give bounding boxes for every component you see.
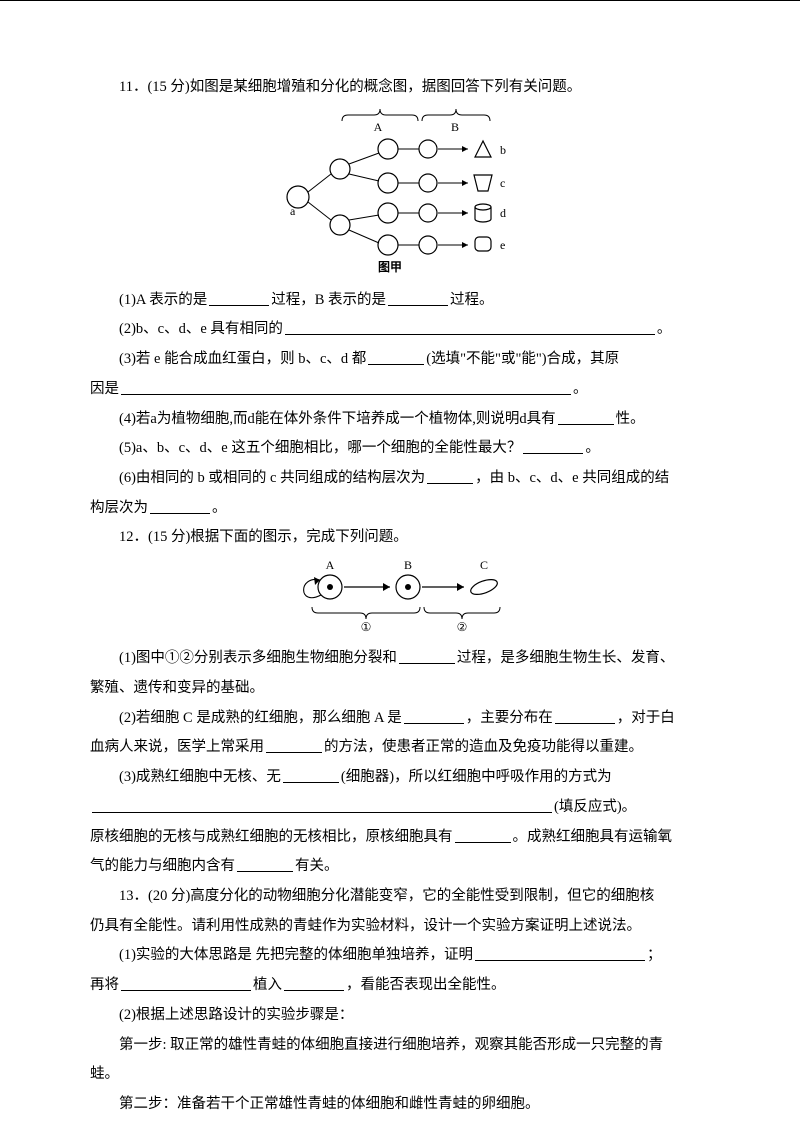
q11-p2: (2)b、c、d、e 具有相同的 。 [90, 315, 710, 345]
q12-B: B [404, 558, 412, 572]
q11-p4a: (4)若a为植物细胞,而d能在体外条件下培养成一个植物体,则说明d具有 [119, 411, 556, 427]
q11-p3: (3)若 e 能合成血红蛋白，则 b、c、d 都 (选填"不能"或"能")合成，其… [90, 345, 710, 375]
blank [455, 826, 511, 843]
q11-p2end: 。 [657, 321, 672, 337]
q13-p1end: ； [647, 947, 662, 963]
q11-p5: (5)a、b、c、d、e 这五个细胞相比，哪一个细胞的全能性最大？ 。 [90, 434, 710, 464]
blank [285, 319, 655, 336]
blank [558, 408, 614, 425]
brace-B: B [451, 120, 459, 134]
node-a-label: a [290, 204, 296, 218]
blank [523, 437, 583, 454]
q12-p3: (3)成熟红细胞中无核、无 (细胞器)，所以红细胞中呼吸作用的方式为 [90, 763, 710, 793]
blank [368, 348, 424, 365]
q13-stem-a: 13．(20 分)高度分化的动物细胞分化潜能变窄，它的全能性受到限制，但它的细胞… [90, 882, 710, 912]
q13-step2: 第二步：准备若干个正常雄性青蛙的体细胞和雌性青蛙的卵细胞。 [90, 1090, 710, 1120]
q13-p2: (2)根据上述思路设计的实验步骤是： [90, 1001, 710, 1031]
q11-p4b: 性。 [616, 411, 645, 427]
q12-p1-line2: 繁殖、遗传和变异的基础。 [90, 674, 710, 704]
q13-step1a: 第一步: 取正常的雄性青蛙的体细胞直接进行细胞培养，观察其能否形成一只完整的青 [90, 1031, 710, 1061]
q11-p1a: (1)A 表示的是 [119, 292, 207, 308]
blank [209, 289, 269, 306]
q12-A: A [326, 558, 335, 572]
q13-step1b: 蛙。 [90, 1060, 710, 1090]
q12-p2-line2b: 的方法，使患者正常的造血及免疫功能得以重建。 [324, 739, 643, 755]
q12-p3-line4a: 气的能力与细胞内含有 [90, 858, 235, 874]
q13-stem-b: 仍具有全能性。请利用性成熟的青蛙作为实验材料，设计一个实验方案证明上述说法。 [90, 912, 710, 942]
q11-p6-line2end: 。 [212, 500, 227, 516]
q11-p6-line2a: 构层次为 [90, 500, 148, 516]
q12-p1b: 过程，是多细胞生物生长、发育、 [457, 650, 675, 666]
blank [404, 707, 464, 724]
q12-p2b: ，主要分布在 [466, 710, 553, 726]
label-d: d [500, 206, 506, 220]
q12-p2-line2a: 血病人来说，医学上常采用 [90, 739, 264, 755]
q13-p1-line2a: 再将 [90, 977, 119, 993]
q12-p2a: (2)若细胞 C 是成熟的红细胞，那么细胞 A 是 [119, 710, 402, 726]
q11-p6: (6)由相同的 b 或相同的 c 共同组成的结构层次为 ，由 b、c、d、e 共同… [90, 464, 710, 494]
blank [121, 974, 251, 991]
q12-p2c: ，对于白 [617, 710, 675, 726]
label-e: e [500, 238, 505, 252]
blank [266, 736, 322, 753]
blank [237, 855, 293, 872]
label-c: c [500, 176, 505, 190]
blank [284, 974, 344, 991]
q12-p3-line2end: (填反应式)。 [554, 799, 636, 815]
q12-p3b: (细胞器)，所以红细胞中呼吸作用的方式为 [341, 769, 612, 785]
q11-p6b: ，由 b、c、d、e 共同组成的结 [475, 470, 669, 486]
q13-p1-line2: 再将 植入 ，看能否表现出全能性。 [90, 971, 710, 1001]
q11-p3-line2: 因是 。 [90, 375, 710, 405]
q12-p1a: (1)图中①②分别表示多细胞生物细胞分裂和 [119, 650, 397, 666]
q13-p1: (1)实验的大体思路是 先把完整的体细胞单独培养，证明 ； [90, 941, 710, 971]
q11-p1: (1)A 表示的是 过程，B 表示的是 过程。 [90, 286, 710, 316]
q12-p3-line3b: 。成熟红细胞具有运输氧 [513, 829, 673, 845]
q12-p3a: (3)成熟红细胞中无核、无 [119, 769, 281, 785]
blank [555, 707, 615, 724]
q12-p2-label: ② [457, 620, 468, 634]
q12-diagram: A B C ① ② [90, 557, 710, 640]
q11-diagram: A B a [90, 107, 710, 282]
q11-p3-line2a: 因是 [90, 381, 119, 397]
q11-p5a: (5)a、b、c、d、e 这五个细胞相比，哪一个细胞的全能性最大？ [119, 440, 521, 456]
q12-p2-line2: 血病人来说，医学上常采用 的方法，使患者正常的造血及免疫功能得以重建。 [90, 733, 710, 763]
q11-stem: 11．(15 分)如图是某细胞增殖和分化的概念图，据图回答下列有关问题。 [90, 73, 710, 103]
blank [399, 647, 455, 664]
q11-p3-line2end: 。 [573, 381, 588, 397]
label-b: b [500, 143, 506, 157]
blank [388, 289, 448, 306]
q12-p3-line4b: 有关。 [295, 858, 339, 874]
blank [283, 766, 339, 783]
q11-p6-line2: 构层次为 。 [90, 494, 710, 524]
q13-p1-line2c: ，看能否表现出全能性。 [346, 977, 506, 993]
q12-p3-line3a: 原核细胞的无核与成熟红细胞的无核相比，原核细胞具有 [90, 829, 453, 845]
q11-p1b: 过程，B 表示的是 [271, 292, 386, 308]
q12-C: C [480, 558, 488, 572]
q13-p1-line2b: 植入 [253, 977, 282, 993]
q11-p6a: (6)由相同的 b 或相同的 c 共同组成的结构层次为 [119, 470, 425, 486]
brace-A: A [374, 120, 383, 134]
blank [427, 467, 473, 484]
q11-p4: (4)若a为植物细胞,而d能在体外条件下培养成一个植物体,则说明d具有 性。 [90, 405, 710, 435]
q11-caption: 图甲 [378, 260, 402, 274]
q11-p5end: 。 [585, 440, 600, 456]
q13-p1a: (1)实验的大体思路是 先把完整的体细胞单独培养，证明 [119, 947, 473, 963]
q11-p1c: 过程。 [450, 292, 494, 308]
q11-p3a: (3)若 e 能合成血红蛋白，则 b、c、d 都 [119, 351, 366, 367]
q12-p1: (1)图中①②分别表示多细胞生物细胞分裂和 过程，是多细胞生物生长、发育、 [90, 644, 710, 674]
q12-p3-line3: 原核细胞的无核与成熟红细胞的无核相比，原核细胞具有 。成熟红细胞具有运输氧 [90, 823, 710, 853]
blank [92, 796, 552, 813]
blank [150, 497, 210, 514]
q12-p1-label: ① [361, 620, 372, 634]
q11-p2a: (2)b、c、d、e 具有相同的 [119, 321, 283, 337]
blank [121, 378, 571, 395]
q12-p2: (2)若细胞 C 是成熟的红细胞，那么细胞 A 是 ，主要分布在 ，对于白 [90, 704, 710, 734]
q12-p3-line2: (填反应式)。 [90, 793, 710, 823]
blank [475, 944, 645, 961]
q11-p3b: (选填"不能"或"能")合成，其原 [426, 351, 619, 367]
q12-p3-line4: 气的能力与细胞内含有 有关。 [90, 852, 710, 882]
q12-stem: 12．(15 分)根据下面的图示，完成下列问题。 [90, 523, 710, 553]
